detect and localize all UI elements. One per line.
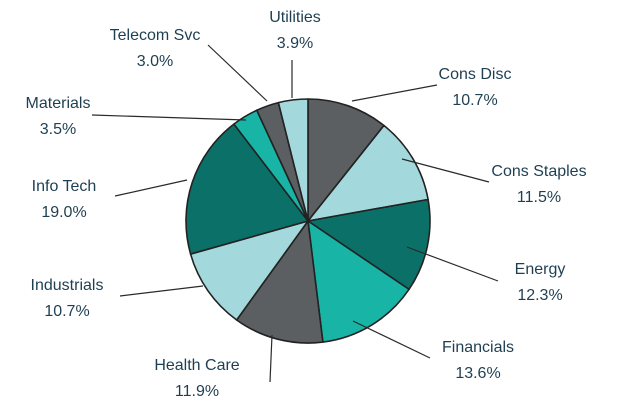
leader-financials: [352, 320, 431, 359]
label-health-care: Health Care: [154, 357, 239, 374]
slice-health-care: [235, 220, 324, 344]
leader-lines: [91, 44, 499, 383]
leader-materials: [91, 114, 247, 121]
label-materials: Materials: [26, 95, 91, 112]
slice-cons-disc: [307, 98, 385, 222]
leader-cons-disc: [351, 84, 438, 102]
value-info-tech: 19.0%: [41, 204, 86, 221]
leader-telecom-svc: [207, 44, 268, 102]
slice-utilities: [277, 98, 309, 222]
slice-energy: [307, 198, 431, 291]
slice-industrials: [189, 220, 309, 321]
label-industrials: Industrials: [31, 277, 104, 294]
slice-labels: Cons Disc 10.7% Cons Staples 11.5% Energy 12.…: [26, 9, 587, 400]
label-cons-disc: Cons Disc: [439, 66, 512, 83]
value-industrials: 10.7%: [44, 303, 89, 320]
label-info-tech: Info Tech: [32, 178, 97, 195]
value-financials: 13.6%: [455, 365, 500, 382]
value-energy: 12.3%: [517, 287, 562, 304]
value-telecom-svc: 3.0%: [137, 53, 173, 70]
leader-industrials: [119, 285, 204, 297]
label-energy: Energy: [515, 261, 566, 278]
pie-slices: [185, 98, 431, 344]
label-financials: Financials: [442, 339, 514, 356]
label-utilities: Utilities: [269, 9, 321, 26]
slice-cons-staples: [307, 124, 429, 222]
leader-cons-staples: [401, 158, 490, 183]
value-materials: 3.5%: [40, 121, 76, 138]
label-cons-staples: Cons Staples: [491, 163, 586, 180]
value-utilities: 3.9%: [277, 35, 313, 52]
value-cons-disc: 10.7%: [452, 92, 497, 109]
leader-health-care: [269, 334, 273, 383]
leader-energy: [406, 246, 499, 282]
slice-info-tech: [185, 123, 309, 255]
label-telecom-svc: Telecom Svc: [110, 27, 201, 44]
slice-financials: [307, 220, 410, 343]
value-health-care: 11.9%: [175, 383, 219, 400]
leader-info-tech: [114, 179, 188, 197]
value-cons-staples: 11.5%: [517, 189, 561, 206]
